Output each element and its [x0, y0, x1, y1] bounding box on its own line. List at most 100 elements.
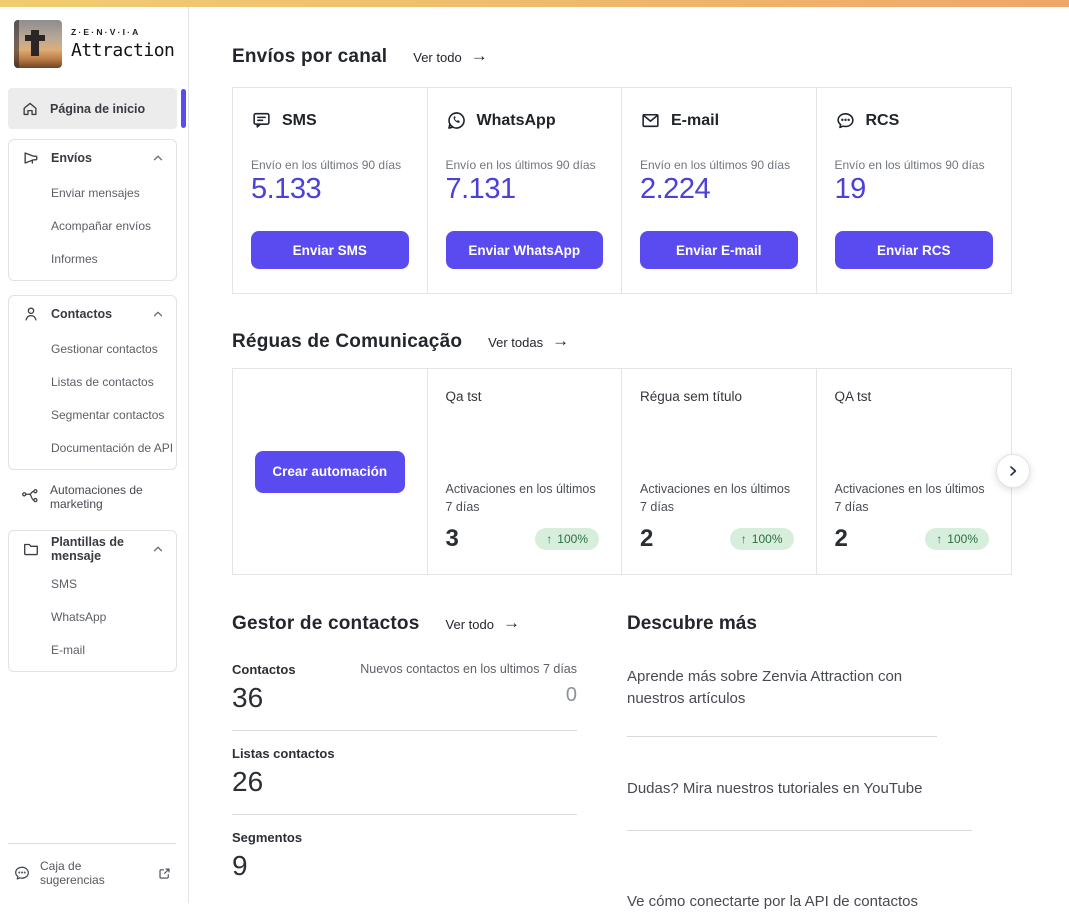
external-link-icon — [157, 866, 172, 881]
chevron-up-icon[interactable] — [151, 542, 165, 556]
sidebar-item-plantillas-sms[interactable]: SMS — [9, 567, 176, 600]
brand-name: Z·E·N·V·I·A — [71, 27, 141, 37]
sidebar-item-acompanar-envios[interactable]: Acompañar envíos — [9, 209, 176, 242]
folder-icon — [22, 540, 40, 558]
sidebar-item-segmentar-contactos[interactable]: Segmentar contactos — [9, 398, 176, 431]
discover-title: Descubre más — [627, 613, 757, 634]
sidebar-item-automaciones[interactable]: Automaciones de marketing — [8, 478, 177, 516]
sidebar-item-documentacion-api[interactable]: Documentación de API — [9, 431, 176, 464]
sidebar-item-home[interactable]: Página de inicio — [8, 88, 186, 129]
automations-see-all-link[interactable]: Ver todas → — [488, 331, 569, 352]
logo: Z·E·N·V·I·A Attraction — [14, 20, 188, 68]
trend-value: 100% — [947, 532, 978, 546]
sidebar-group-envios-header[interactable]: Envíos — [9, 140, 176, 176]
channel-name: E-mail — [671, 111, 720, 129]
send-email-button[interactable]: Enviar E-mail — [640, 231, 798, 269]
sub-item-label: Acompañar envíos — [51, 218, 152, 233]
stat-extra-label: Nuevos contactos en los ultimos 7 días — [360, 662, 577, 676]
sidebar: Z·E·N·V·I·A Attraction Página de inicio … — [0, 7, 189, 903]
discover-column: Descubre más Aprende más sobre Zenvia At… — [627, 613, 972, 913]
trend-value: 100% — [557, 532, 588, 546]
stat-row-segmentos: Segmentos 9 — [232, 815, 577, 898]
contacts-section-header: Gestor de contactos Ver todo → — [232, 613, 577, 635]
automation-name: Régua sem título — [640, 389, 743, 404]
stat-value: 9 — [232, 850, 248, 881]
sidebar-group-label: Envíos — [51, 151, 92, 165]
automation-card[interactable]: QA tst Activaciones en los últimos 7 día… — [817, 369, 1012, 574]
stat-row-listas: Listas contactos 26 — [232, 731, 577, 815]
email-icon — [640, 110, 661, 131]
create-automation-button[interactable]: Crear automación — [254, 450, 405, 493]
stat-row-contactos: Contactos 36 Nuevos contactos en los ult… — [232, 647, 577, 731]
sidebar-item-plantillas-whatsapp[interactable]: WhatsApp — [9, 600, 176, 633]
active-indicator — [181, 89, 186, 128]
whatsapp-icon — [446, 110, 467, 131]
sidebar-item-enviar-mensajes[interactable]: Enviar mensajes — [9, 176, 176, 209]
see-all-label: Ver todo — [445, 616, 494, 632]
workflow-icon — [21, 488, 39, 506]
sidebar-item-plantillas-email[interactable]: E-mail — [9, 633, 176, 666]
arrow-right-icon: → — [502, 613, 520, 632]
arrow-up-icon: ↑ — [936, 532, 943, 546]
channel-cards-row: SMS Envío en los últimos 90 días 5.133 E… — [232, 87, 1012, 294]
sidebar-item-label: Caja de sugerencias — [40, 859, 105, 887]
main-content: Envíos por canal Ver todo → SMS Envío en… — [232, 0, 1012, 913]
automation-value: 2 — [834, 525, 848, 552]
automation-card[interactable]: Qa tst Activaciones en los últimos 7 día… — [428, 369, 622, 574]
send-whatsapp-button[interactable]: Enviar WhatsApp — [445, 231, 603, 269]
discover-link-youtube[interactable]: Dudas? Mira nuestros tutoriales en YouTu… — [627, 737, 972, 831]
trend-value: 100% — [751, 532, 783, 546]
logo-image — [14, 20, 62, 68]
automations-section-header: Réguas de Comunicação Ver todas → — [232, 331, 1012, 353]
sidebar-item-caja-sugerencias[interactable]: Caja de sugerencias — [8, 843, 176, 895]
stat-extra-value: 0 — [565, 684, 577, 706]
product-name: Attraction — [71, 40, 175, 61]
sms-chat-icon — [251, 110, 272, 131]
sidebar-group-plantillas-header[interactable]: Plantillas de mensaje — [9, 531, 176, 567]
automation-value: 2 — [640, 525, 654, 552]
channel-name: RCS — [865, 111, 900, 129]
home-icon — [21, 100, 39, 118]
sub-item-label: E-mail — [51, 642, 86, 657]
channel-caption: Envío en los últimos 90 días — [445, 158, 596, 172]
channel-value: 19 — [834, 173, 867, 205]
send-sms-button[interactable]: Enviar SMS — [251, 231, 409, 269]
automation-card[interactable]: Régua sem título Activaciones en los últ… — [622, 369, 817, 574]
sidebar-group-envios: Envíos Enviar mensajes Acompañar envíos … — [8, 139, 177, 281]
discover-link-articles[interactable]: Aprende más sobre Zenvia Attraction con … — [627, 666, 937, 737]
discover-link-api[interactable]: Ve cómo conectarte por la API de contact… — [627, 893, 919, 910]
channel-value: 2.224 — [640, 173, 711, 205]
sidebar-item-listas-de-contactos[interactable]: Listas de contactos — [9, 365, 176, 398]
contacts-see-all-link[interactable]: Ver todo → — [445, 613, 520, 634]
sidebar-group-contactos-header[interactable]: Contactos — [9, 296, 176, 332]
top-accent-bar — [0, 0, 1069, 7]
automation-value: 3 — [445, 525, 459, 552]
channel-caption: Envío en los últimos 90 días — [640, 158, 791, 172]
sidebar-group-label: Contactos — [51, 307, 113, 321]
trend-badge: ↑ 100% — [729, 528, 794, 550]
sidebar-item-gestionar-contactos[interactable]: Gestionar contactos — [9, 332, 176, 365]
trend-badge: ↑ 100% — [535, 528, 599, 550]
sub-item-label: SMS — [51, 576, 78, 591]
sidebar-item-informes[interactable]: Informes — [9, 242, 176, 275]
channel-card-whatsapp: WhatsApp Envío en los últimos 90 días 7.… — [428, 88, 622, 293]
channels-see-all-link[interactable]: Ver todo → — [413, 46, 488, 67]
trend-badge: ↑ 100% — [925, 528, 989, 550]
carousel-next-button[interactable] — [996, 454, 1030, 488]
arrow-up-icon: ↑ — [740, 532, 747, 546]
automation-create-cell: Crear automación — [233, 369, 428, 574]
arrow-up-icon: ↑ — [546, 532, 553, 546]
channel-card-rcs: RCS Envío en los últimos 90 días 19 Envi… — [817, 88, 1012, 293]
sub-item-label: Documentación de API — [51, 440, 174, 455]
section-title: Gestor de contactos — [232, 613, 420, 634]
user-icon — [22, 305, 40, 323]
send-rcs-button[interactable]: Enviar RCS — [834, 231, 993, 269]
sidebar-item-label: Página de inicio — [50, 101, 146, 116]
chevron-up-icon[interactable] — [151, 151, 165, 165]
chevron-up-icon[interactable] — [151, 307, 165, 321]
automation-caption: Activaciones en los últimos 7 días — [445, 482, 596, 514]
stat-value: 26 — [232, 766, 264, 797]
sub-item-label: Segmentar contactos — [51, 407, 165, 422]
arrow-right-icon: → — [470, 46, 488, 65]
sub-item-label: Gestionar contactos — [51, 341, 158, 356]
